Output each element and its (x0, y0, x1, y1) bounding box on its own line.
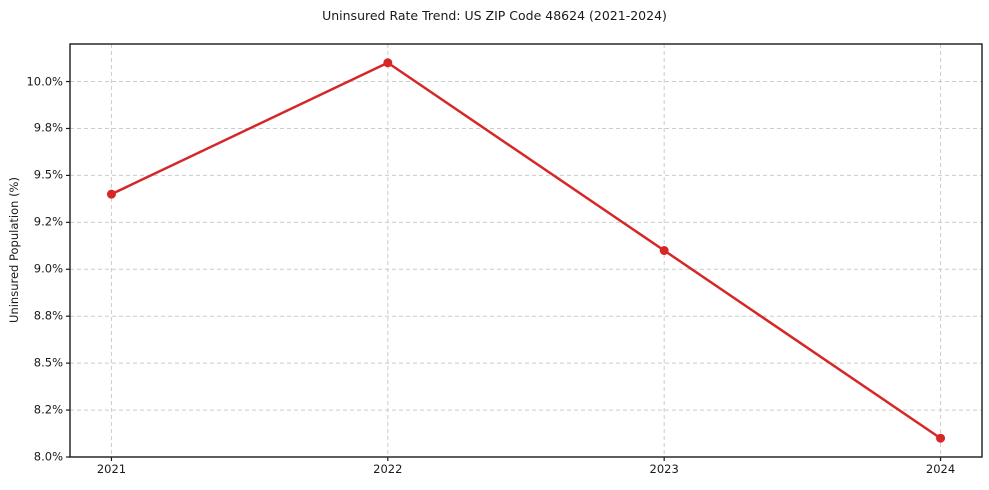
y-tick-label: 8.0% (33, 449, 63, 464)
trend-line (110, 61, 942, 440)
x-tick-label: 2021 (96, 462, 127, 476)
y-tick-label: 9.0% (33, 261, 63, 276)
data-point-marker (383, 58, 393, 68)
plot-border (69, 43, 983, 458)
x-tick-label: 2023 (649, 462, 679, 476)
y-tick-label: 9.8% (33, 120, 63, 135)
y-tick-label: 8.2% (33, 402, 63, 417)
y-tick-label: 8.5% (33, 355, 63, 370)
y-tick-label: 9.5% (33, 167, 63, 182)
y-tick-label: 10.0% (26, 73, 63, 88)
y-tick-label: 8.8% (33, 308, 63, 323)
chart-title: Uninsured Rate Trend: US ZIP Code 48624 … (322, 8, 667, 23)
data-point-marker (936, 433, 946, 443)
data-point-marker (659, 246, 669, 255)
data-point-marker (106, 189, 116, 199)
y-tick-label: 9.2% (33, 214, 63, 229)
x-tick-label: 2024 (925, 462, 956, 476)
x-tick-label: 2022 (373, 462, 403, 476)
